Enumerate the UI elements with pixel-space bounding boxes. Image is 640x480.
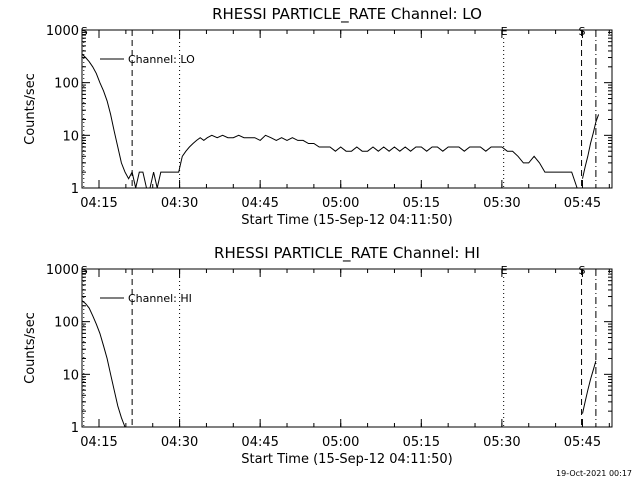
y-tick-label: 100 [54, 316, 79, 331]
series-line [81, 53, 578, 189]
y-tick-label: 1000 [46, 24, 79, 39]
plot-frame [81, 29, 613, 189]
time-marker-label: E [501, 25, 508, 38]
x-tick-label: 04:15 [80, 196, 117, 211]
x-tick-label: 05:45 [564, 196, 601, 211]
x-tick-label: 05:00 [322, 435, 359, 450]
plot-frame [81, 268, 613, 428]
time-marker-label: S [81, 25, 88, 38]
time-marker-label: S [579, 264, 586, 277]
y-tick-label: 10 [62, 368, 79, 383]
x-axis-label: Start Time (15-Sep-12 04:11:50) [241, 452, 452, 467]
y-tick-label: 1 [71, 182, 79, 197]
x-tick-label: 05:30 [483, 435, 520, 450]
time-marker-label: S [81, 264, 88, 277]
x-tick-label: 05:30 [483, 196, 520, 211]
chart-title: RHESSI PARTICLE_RATE Channel: LO [212, 5, 482, 24]
y-tick-label: 100 [54, 77, 79, 92]
y-tick-label: 1000 [46, 263, 79, 278]
x-tick-label: 05:00 [322, 196, 359, 211]
x-axis-label: Start Time (15-Sep-12 04:11:50) [241, 213, 452, 228]
series-line [582, 114, 600, 179]
chart-title: RHESSI PARTICLE_RATE Channel: HI [214, 244, 480, 263]
x-tick-label: 04:45 [241, 435, 278, 450]
footer-timestamp: 19-Oct-2021 00:17 [556, 469, 632, 478]
x-tick-label: 05:45 [564, 435, 601, 450]
time-marker-label: E [501, 264, 508, 277]
panel-lo: RHESSI PARTICLE_RATE Channel: LO 1 10 100 10… [23, 5, 613, 228]
x-tick-label: 05:15 [403, 435, 440, 450]
x-tick-label: 04:15 [80, 435, 117, 450]
x-tick-label: 04:30 [161, 196, 198, 211]
x-tick-label: 05:15 [403, 196, 440, 211]
legend-entry: Channel: HI [128, 292, 192, 305]
x-tick-label: 04:30 [161, 435, 198, 450]
series-line [81, 300, 126, 428]
y-tick-label: 10 [62, 129, 79, 144]
y-axis-label: Counts/sec [23, 312, 38, 384]
time-marker-label: S [579, 25, 586, 38]
y-tick-label: 1 [71, 421, 79, 436]
y-axis-label: Counts/sec [23, 73, 38, 145]
x-tick-label: 04:45 [241, 196, 278, 211]
panel-hi: RHESSI PARTICLE_RATE Channel: HI 1 10 100 10… [23, 244, 613, 467]
legend-entry: Channel: LO [128, 53, 195, 66]
series-line [582, 360, 597, 414]
